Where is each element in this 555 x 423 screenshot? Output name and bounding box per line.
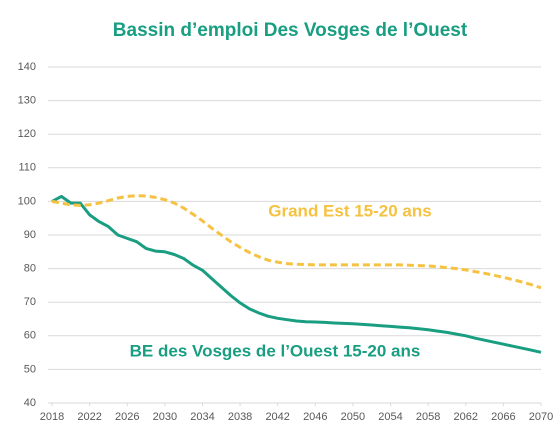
- y-tick-label: 50: [24, 363, 36, 375]
- y-tick-label: 130: [18, 95, 36, 107]
- y-tick-label: 110: [18, 162, 36, 174]
- y-tick-label: 80: [24, 263, 36, 275]
- y-tick-label: 40: [24, 397, 36, 409]
- x-tick-label: 2026: [115, 411, 139, 423]
- x-tick-label: 2018: [40, 411, 64, 423]
- x-tick-label: 2034: [190, 411, 214, 423]
- x-tick-label: 2058: [416, 411, 440, 423]
- y-tick-label: 70: [24, 296, 36, 308]
- x-tick-label: 2054: [378, 411, 402, 423]
- x-tick-label: 2062: [454, 411, 478, 423]
- y-tick-label: 90: [24, 229, 36, 241]
- x-tick-label: 2070: [529, 411, 553, 423]
- y-tick-label: 60: [24, 330, 36, 342]
- y-tick-label: 100: [18, 195, 36, 207]
- x-tick-label: 2038: [228, 411, 252, 423]
- y-tick-label: 140: [18, 61, 36, 73]
- series-line: [51, 194, 542, 290]
- y-tick-label: 120: [18, 128, 36, 140]
- x-tick-label: 2050: [341, 411, 365, 423]
- series-line: [51, 194, 542, 354]
- chart-title: Bassin d’emploi Des Vosges de l’Ouest: [113, 20, 468, 41]
- x-tick-label: 2042: [265, 411, 289, 423]
- series-label: Grand Est 15-20 ans: [268, 201, 431, 220]
- x-tick-label: 2046: [303, 411, 327, 423]
- series-label: BE des Vosges de l’Ouest 15-20 ans: [130, 341, 421, 360]
- x-tick-label: 2066: [491, 411, 515, 423]
- x-tick-label: 2030: [153, 411, 177, 423]
- x-tick-label: 2022: [77, 411, 101, 423]
